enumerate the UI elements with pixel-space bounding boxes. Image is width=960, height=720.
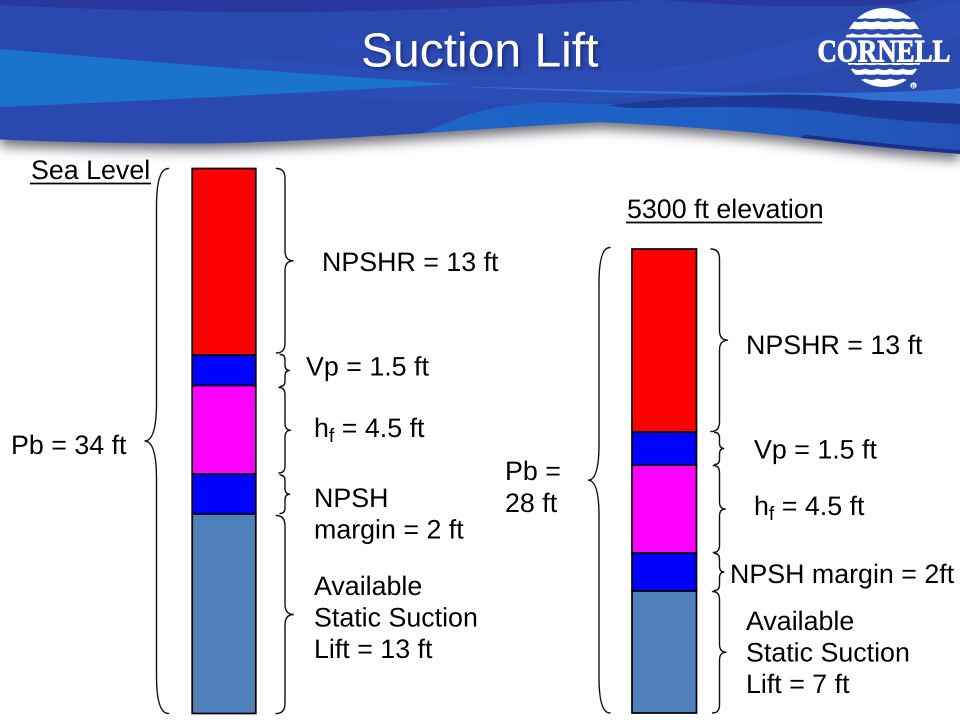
svg-text:hf = 4.5 ft: hf = 4.5 ft xyxy=(754,491,865,525)
svg-text:Pb =: Pb = xyxy=(505,456,561,486)
svg-text:28 ft: 28 ft xyxy=(505,488,558,518)
svg-text:CORNELL: CORNELL xyxy=(818,34,951,69)
svg-text:NPSH margin = 2ft: NPSH margin = 2ft xyxy=(730,559,955,589)
svg-text:R: R xyxy=(912,84,916,90)
svg-text:Available: Available xyxy=(314,571,422,601)
svg-text:Suction Lift: Suction Lift xyxy=(361,25,598,78)
svg-text:NPSH: NPSH xyxy=(314,483,388,513)
svg-text:Lift = 13 ft: Lift = 13 ft xyxy=(314,634,433,664)
svg-text:Suction Lift: Suction Lift xyxy=(364,27,601,80)
svg-text:5300 ft elevation: 5300 ft elevation xyxy=(627,194,824,224)
svg-text:hf = 4.5 ft: hf = 4.5 ft xyxy=(314,413,425,447)
svg-text:Vp = 1.5 ft: Vp = 1.5 ft xyxy=(306,352,429,382)
svg-text:margin = 2 ft: margin = 2 ft xyxy=(314,515,464,545)
svg-text:Available: Available xyxy=(746,606,854,636)
svg-text:Vp = 1.5 ft: Vp = 1.5 ft xyxy=(754,435,877,465)
svg-text:Sea Level: Sea Level xyxy=(31,155,150,185)
svg-text:Lift = 7 ft: Lift = 7 ft xyxy=(746,669,850,699)
svg-text:Pb = 34 ft: Pb = 34 ft xyxy=(11,430,127,460)
svg-text:Static Suction: Static Suction xyxy=(746,638,910,668)
svg-text:NPSHR = 13 ft: NPSHR = 13 ft xyxy=(322,247,499,277)
svg-text:Static Suction: Static Suction xyxy=(314,603,478,633)
svg-text:NPSHR = 13 ft: NPSHR = 13 ft xyxy=(746,330,923,360)
